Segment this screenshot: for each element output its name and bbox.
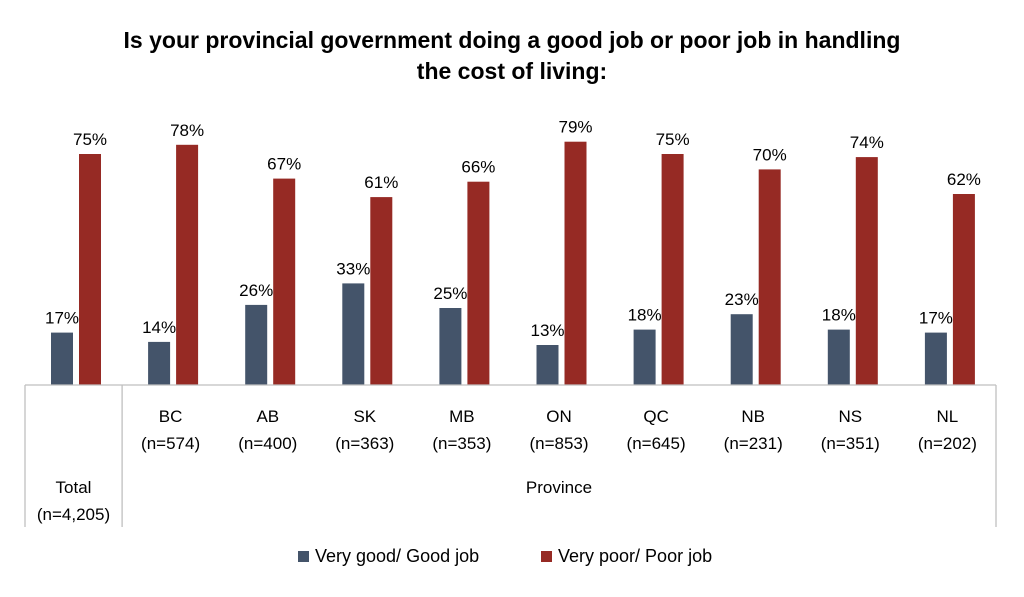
category-label: (n=4,205) [37, 505, 110, 524]
data-label: 66% [461, 158, 495, 177]
legend-swatch [298, 551, 309, 562]
data-label: 79% [558, 118, 592, 137]
bars-layer [51, 141, 975, 385]
data-label: 70% [753, 145, 787, 164]
category-label: (n=351) [821, 434, 880, 453]
data-label: 17% [919, 309, 953, 328]
bar-good-job [536, 345, 559, 385]
chart-title-line: Is your provincial government doing a go… [124, 27, 901, 53]
legend: Very good/ Good job Very poor/ Poor job [298, 546, 712, 566]
bar-poor-job [467, 181, 490, 385]
chart-title-line: the cost of living: [417, 58, 607, 84]
bar-poor-job [564, 141, 587, 385]
data-label: 18% [822, 306, 856, 325]
category-axis: Total (n=4,205) BC (n=574) AB (n=400) SK (n=363… [24, 384, 997, 527]
category-label: (n=202) [918, 434, 977, 453]
bar-poor-job [370, 197, 393, 385]
bar-good-job [730, 314, 753, 385]
data-label: 62% [947, 170, 981, 189]
category-label: ON [546, 407, 572, 426]
data-label: 17% [45, 309, 79, 328]
legend-label: Very poor/ Poor job [558, 546, 712, 566]
category-label: (n=231) [724, 434, 783, 453]
category-label: BC [159, 407, 183, 426]
data-label: 78% [170, 121, 204, 140]
bar-good-job [924, 332, 947, 385]
bar-good-job [148, 341, 171, 385]
bar-good-job [342, 283, 365, 385]
data-label: 61% [364, 173, 398, 192]
category-label: (n=400) [238, 434, 297, 453]
category-label: NB [741, 407, 765, 426]
bar-good-job [633, 329, 656, 385]
bar-poor-job [79, 154, 101, 385]
data-label: 75% [656, 130, 690, 149]
data-label: 75% [73, 130, 107, 149]
bar-good-job [439, 308, 462, 385]
category-label: MB [449, 407, 475, 426]
bar-poor-job [661, 154, 684, 385]
category-label: (n=574) [141, 434, 200, 453]
category-label: Total [56, 478, 92, 497]
category-label: (n=853) [529, 434, 588, 453]
category-label: AB [256, 407, 279, 426]
data-label: 67% [267, 155, 301, 174]
data-labels-layer: 17% 14% 26% 33% 25% 13% 18% 23% 18% 17% 75% 78% 67% 6… [45, 118, 981, 340]
data-label: 14% [142, 318, 176, 337]
bar-good-job [245, 304, 268, 385]
bar-poor-job [176, 144, 199, 385]
category-label: SK [353, 407, 376, 426]
category-label: NS [838, 407, 862, 426]
bar-good-job [51, 332, 73, 385]
legend-label: Very good/ Good job [315, 546, 479, 566]
legend-swatch [541, 551, 552, 562]
bar-poor-job [952, 194, 975, 385]
data-label: 18% [628, 306, 662, 325]
data-label: 23% [725, 290, 759, 309]
bar-poor-job [273, 178, 296, 385]
category-label: (n=645) [627, 434, 686, 453]
data-label: 33% [336, 259, 370, 278]
data-label: 13% [530, 321, 564, 340]
category-label: (n=353) [432, 434, 491, 453]
bar-poor-job [855, 157, 878, 385]
category-label: QC [643, 407, 669, 426]
data-label: 74% [850, 133, 884, 152]
category-label: (n=363) [335, 434, 394, 453]
group-label: Province [526, 478, 592, 497]
data-label: 25% [433, 284, 467, 303]
chart-title: Is your provincial government doing a go… [124, 27, 901, 84]
category-label: NL [937, 407, 959, 426]
bar-poor-job [758, 169, 781, 385]
data-label: 26% [239, 281, 273, 300]
bar-good-job [827, 329, 850, 385]
